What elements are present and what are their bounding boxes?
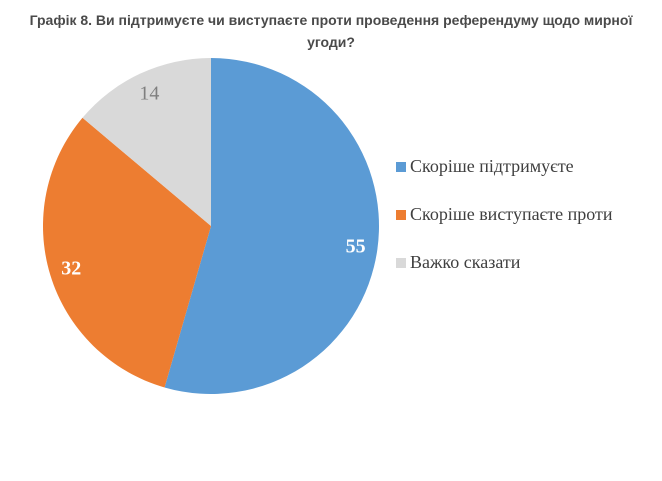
legend-label: Важко сказати [410, 252, 521, 272]
legend-item-support: Скоріше підтримуєте [396, 156, 613, 177]
slice-value-label: 14 [139, 83, 159, 105]
legend-label: Скоріше підтримуєте [410, 156, 574, 176]
legend-item-oppose: Скоріше виступаєте проти [396, 204, 613, 225]
pie-slice-2 [82, 58, 211, 226]
legend-swatch-orange-icon [396, 209, 406, 220]
pie-slice-0 [164, 58, 379, 394]
slice-value-label: 55 [346, 235, 366, 257]
slice-value-label: 32 [61, 258, 81, 280]
legend: Скоріше підтримуєте Скоріше виступаєте п… [396, 156, 613, 273]
pie-chart: 55 32 14 [43, 58, 379, 394]
pie-slice-1 [43, 117, 211, 388]
legend-swatch-blue-icon [396, 161, 406, 172]
legend-swatch-gray-icon [396, 257, 406, 268]
legend-label: Скоріше виступаєте проти [410, 204, 613, 224]
chart-title: Графік 8. Ви підтримуєте чи виступаєте п… [29, 12, 633, 50]
legend-item-hard-to-say: Важко сказати [396, 252, 613, 273]
